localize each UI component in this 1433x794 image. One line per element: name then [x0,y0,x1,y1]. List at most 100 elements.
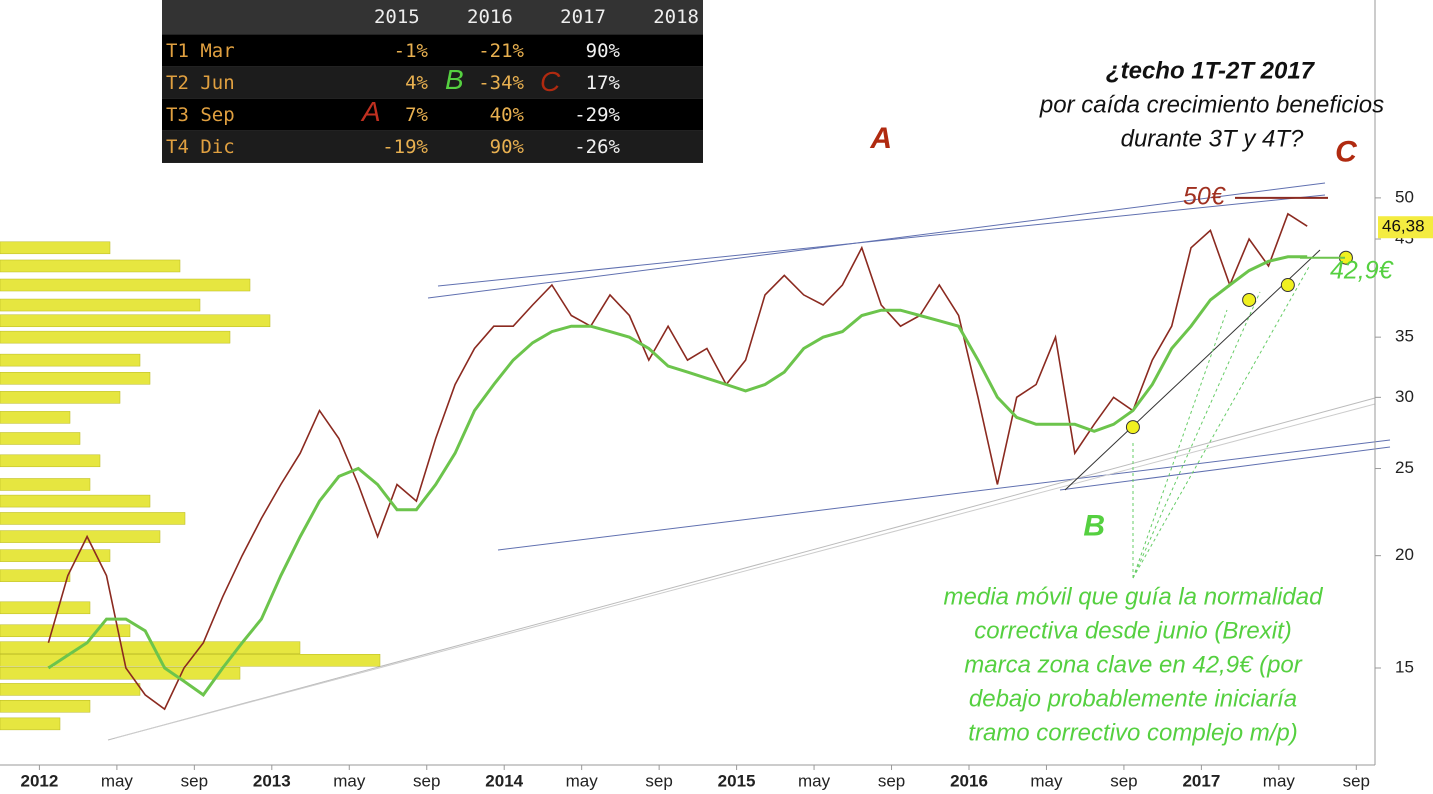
volume-bar [0,512,186,525]
table-row: T1 Mar -1% -21% 90% [162,35,703,67]
volume-bar [0,699,91,713]
volume-bar [0,478,91,491]
table-cell: 4% [405,71,428,94]
table-cell: -19% [382,135,428,158]
y-tick-label: 25 [1395,458,1414,477]
x-tick-label: may [566,771,599,790]
table-mark: A [362,96,381,127]
row-label: T3 Sep [166,103,235,126]
price-tag-label: 46,38 [1382,217,1425,236]
table-cell: -34% [478,71,524,94]
x-tick-label: may [1030,771,1063,790]
x-tick-label: 2013 [253,771,291,790]
wave-label: B [1083,509,1105,542]
comment-line: debajo probablemente iniciaría [969,685,1297,712]
volume-bar [0,624,131,638]
row-label: T4 Dic [166,135,235,158]
x-tick-label: sep [413,771,440,790]
volume-bar [0,641,301,654]
volume-bar [0,454,101,468]
key-point [1242,292,1257,307]
header-cell: 2016 [467,6,513,28]
volume-bar [0,330,231,344]
volume-bar [0,432,81,445]
volume-bar [0,601,91,615]
table-mark: B [445,64,464,95]
volume-bar [0,391,121,404]
table-header: 2015 2016 2017 2018 [162,0,703,35]
comment-line: tramo correctivo complejo m/p) [968,719,1297,746]
x-tick-label: may [333,771,366,790]
volume-bar [0,530,161,543]
volume-bar [0,411,71,424]
level-label: 50€ [1183,182,1226,210]
x-tick-label: sep [1110,771,1137,790]
row-label: T2 Jun [166,71,235,94]
volume-bar [0,549,111,562]
table-cell: 90% [585,39,620,62]
question-line: durante 3T y 4T? [1121,125,1304,152]
table-row: T3 Sep 7% 40% -29% [162,99,703,131]
table-cell: 7% [405,103,428,126]
volume-bar [0,717,61,731]
x-tick-label: 2017 [1182,771,1220,790]
x-tick-label: 2015 [718,771,756,790]
key-point [1280,278,1295,293]
table-cell: -21% [478,39,524,62]
volume-bar [0,569,71,582]
header-cell: 2017 [560,6,606,28]
table-cell: 17% [585,71,620,94]
series-line [47,212,1308,711]
table-row: T2 Jun 4% -34% 17% [162,67,703,99]
series-line [47,255,1308,697]
question-line: por caída crecimiento beneficios [1039,91,1384,118]
y-tick-label: 30 [1395,387,1414,406]
table-mark: C [540,66,561,97]
price-tag [1378,216,1433,239]
x-tick-label: 2014 [485,771,523,790]
y-tick-label: 15 [1395,657,1414,676]
wave-label: A [869,122,892,155]
table-cell: 40% [489,103,524,126]
table-cell: 90% [489,135,524,158]
volume-bar [0,314,271,328]
x-tick-label: 2016 [950,771,988,790]
x-tick-label: sep [1343,771,1370,790]
table-row: T4 Dic -19% 90% -26% [162,131,703,163]
x-tick-label: sep [181,771,208,790]
quarter-table: 2015 2016 2017 2018 T1 Mar -1% -21% 90% T2 Jun 4%… [162,0,703,163]
table-cell: -29% [574,103,620,126]
y-tick-label: 20 [1395,545,1414,564]
y-tick-label: 50 [1395,187,1414,206]
x-tick-label: may [798,771,831,790]
key-point [1125,420,1140,435]
question-line: ¿techo 1T-2T 2017 [1106,57,1316,84]
x-tick-label: sep [878,771,905,790]
y-tick-label: 35 [1395,327,1414,346]
trendlines [107,182,1391,741]
comment-line: marca zona clave en 42,9€ (por [964,651,1303,678]
x-tick-label: sep [645,771,672,790]
comment-line: correctiva desde junio (Brexit) [974,617,1291,644]
x-tick-label: may [101,771,134,790]
x-tick-label: 2012 [21,771,59,790]
header-cell: 2018 [653,6,699,28]
table-cell: -1% [393,39,428,62]
volume-bar [0,353,141,367]
volume-bar [0,241,111,255]
volume-bar [0,666,241,680]
header-cell: 2015 [373,6,420,28]
volume-bar [0,278,251,292]
comment-line: media móvil que guía la normalidad [944,583,1324,610]
volume-bar [0,372,151,385]
level-label: 42,9€ [1330,256,1394,284]
table-cell: -26% [574,135,620,158]
row-label: T1 Mar [166,39,235,62]
x-tick-label: may [1263,771,1296,790]
volume-bar [0,298,201,312]
wave-label: C [1335,136,1358,169]
volume-bar [0,494,151,508]
volume-bar [0,683,141,696]
